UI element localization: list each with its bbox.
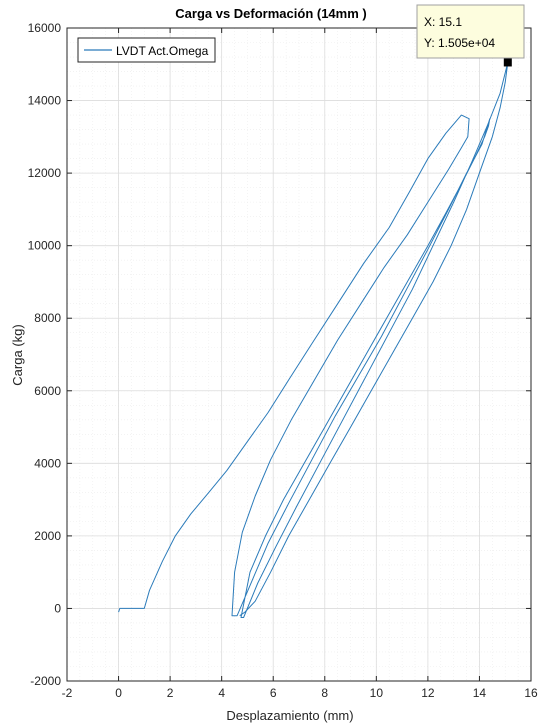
y-tick-label: 0	[54, 601, 61, 615]
axis-ticks	[66, 27, 532, 682]
datatip-x-text: X: 15.1	[424, 15, 462, 29]
y-tick-label: 8000	[34, 311, 61, 325]
y-tick-label: 6000	[34, 384, 61, 398]
axes-box	[66, 27, 532, 682]
datatip-box	[416, 4, 525, 59]
x-tick-label: 14	[473, 686, 487, 700]
legend[interactable]: LVDT Act.Omega	[77, 37, 216, 63]
x-tick-label: 16	[524, 686, 538, 700]
y-axis-label: Carga (kg)	[10, 324, 25, 385]
x-tick-label: 10	[370, 686, 384, 700]
y-tick-label: -2000	[30, 674, 61, 688]
series-layer	[118, 62, 509, 618]
chart-title: Carga vs Deformación (14mm )	[175, 6, 366, 21]
x-axis-label: Desplazamiento (mm)	[226, 708, 353, 723]
y-tick-label: 10000	[28, 239, 62, 253]
datatip-y-text: Y: 1.505e+04	[424, 36, 495, 50]
y-tick-labels: -2000 0 2000 4000 6000 8000 10000 12000 14000 160…	[28, 21, 62, 688]
y-tick-label: 4000	[34, 456, 61, 470]
x-tick-label: 12	[421, 686, 435, 700]
datatip-marker[interactable]	[503, 58, 512, 67]
x-tick-label: 4	[218, 686, 225, 700]
x-tick-label: 2	[167, 686, 174, 700]
y-tick-label: 14000	[28, 94, 62, 108]
x-tick-label: -2	[62, 686, 73, 700]
y-tick-label: 16000	[28, 21, 62, 35]
legend-entry-label: LVDT Act.Omega	[116, 44, 209, 58]
series-line	[118, 62, 509, 618]
x-tick-label: 6	[270, 686, 277, 700]
y-tick-label: 12000	[28, 166, 62, 180]
y-tick-label: 2000	[34, 529, 61, 543]
x-tick-label: 0	[115, 686, 122, 700]
datatip[interactable]: X: 15.1 Y: 1.505e+04	[416, 4, 525, 59]
x-tick-labels: -2 0 2 4 6 8 10 12 14 16	[62, 686, 538, 700]
x-tick-label: 8	[321, 686, 328, 700]
